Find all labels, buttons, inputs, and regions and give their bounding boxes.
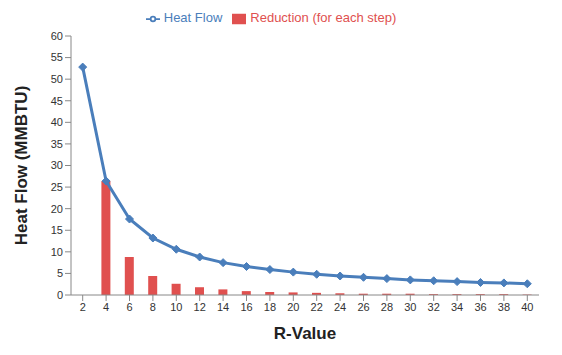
svg-text:14: 14 — [217, 301, 229, 313]
svg-text:25: 25 — [51, 181, 63, 193]
svg-text:40: 40 — [521, 301, 533, 313]
svg-text:36: 36 — [474, 301, 486, 313]
svg-text:26: 26 — [357, 301, 369, 313]
svg-text:55: 55 — [51, 51, 63, 63]
html-text:Heat Flow: Heat Flow — [163, 10, 223, 25]
svg-text:15: 15 — [51, 224, 63, 236]
svg-text:R-Value: R-Value — [274, 324, 336, 343]
svg-text:20: 20 — [51, 203, 63, 215]
svg-text:12: 12 — [194, 301, 206, 313]
svg-text:8: 8 — [150, 301, 156, 313]
svg-text:38: 38 — [498, 301, 510, 313]
svg-text:22: 22 — [311, 301, 323, 313]
svg-text:4: 4 — [103, 301, 109, 313]
svg-text:10: 10 — [51, 246, 63, 258]
svg-text:10: 10 — [170, 301, 182, 313]
svg-text:2: 2 — [80, 301, 86, 313]
svg-text:5: 5 — [57, 267, 63, 279]
svg-text:50: 50 — [51, 73, 63, 85]
svg-text:35: 35 — [51, 138, 63, 150]
svg-text:60: 60 — [51, 30, 63, 42]
svg-text:40: 40 — [51, 116, 63, 128]
svg-text:24: 24 — [334, 301, 346, 313]
svg-text:6: 6 — [126, 301, 132, 313]
svg-text:45: 45 — [51, 95, 63, 107]
svg-text:Heat Flow (MMBTU): Heat Flow (MMBTU) — [12, 86, 31, 246]
html-text:Reduction (for each step): Reduction (for each step) — [250, 10, 397, 25]
svg-text:30: 30 — [404, 301, 416, 313]
svg-text:32: 32 — [428, 301, 440, 313]
svg-text:28: 28 — [381, 301, 393, 313]
svg-text:30: 30 — [51, 159, 63, 171]
svg-text:20: 20 — [287, 301, 299, 313]
svg-text:0: 0 — [57, 289, 63, 301]
svg-text:34: 34 — [451, 301, 463, 313]
svg-text:16: 16 — [240, 301, 252, 313]
svg-text:18: 18 — [264, 301, 276, 313]
